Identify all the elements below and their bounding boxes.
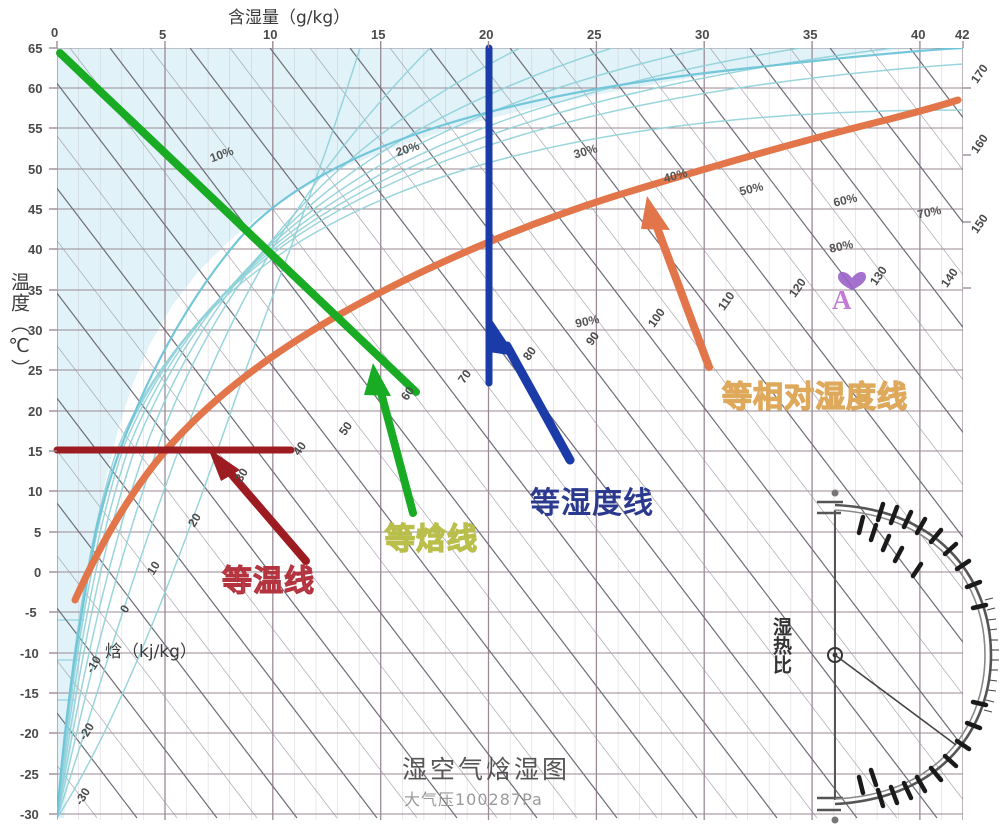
grid-vertical-minor xyxy=(78,48,943,820)
x-tick-5: 5 xyxy=(159,27,167,42)
y-tick-m10: -10 xyxy=(20,646,39,661)
y-tick-0: 0 xyxy=(34,565,42,580)
iso-enthalpy-arrow xyxy=(364,363,417,517)
y-tick-m15: -15 xyxy=(20,686,39,701)
x-tick-25: 25 xyxy=(587,27,602,42)
y-tick-25: 25 xyxy=(28,363,43,378)
y-tick-15: 15 xyxy=(28,444,43,459)
y-tick-5: 5 xyxy=(34,525,42,540)
x-tick-15: 15 xyxy=(371,27,386,42)
x-tick-20: 20 xyxy=(479,27,494,42)
y-tick-10: 10 xyxy=(28,484,43,499)
x-tick-30: 30 xyxy=(695,27,710,42)
y-tick-m25: -25 xyxy=(20,767,39,782)
enthalpy-axis-title: 焓（kj/kg） xyxy=(105,642,197,662)
y-tick-m20: -20 xyxy=(20,726,39,741)
x-tick-42: 42 xyxy=(955,27,970,42)
point-a-label: A xyxy=(832,285,852,315)
y-tick-60: 60 xyxy=(28,81,43,96)
protractor-label: 湿热比 xyxy=(769,617,792,674)
y-tick-65: 65 xyxy=(28,41,43,56)
x-tick-0: 0 xyxy=(51,25,59,40)
iso-rh-arrow xyxy=(641,196,713,371)
y-axis-title: 温度（℃） xyxy=(8,272,30,380)
annotation-isohumid: 等湿度线 xyxy=(530,486,654,521)
iso-humidity-arrow xyxy=(489,320,575,465)
grid-diagonal-enthalpy-minor xyxy=(57,48,963,819)
iso-rh-highlight-curve xyxy=(71,96,962,604)
annotation-isenthalp: 等焓线 xyxy=(384,521,478,557)
moisture-heat-ratio-protractor xyxy=(817,489,999,824)
y-tick-30: 30 xyxy=(28,323,43,338)
isotherm-arrow xyxy=(208,448,310,565)
y-tick-40: 40 xyxy=(28,242,43,257)
y-tick-55: 55 xyxy=(28,121,43,136)
x-tick-35: 35 xyxy=(803,27,818,42)
chart-title: 湿空气焓湿图 xyxy=(402,755,571,784)
y-tick-50: 50 xyxy=(28,162,43,177)
y-axis-ticks xyxy=(49,47,57,815)
annotation-isorh: 等相对湿度线 xyxy=(721,379,908,415)
x-tick-10: 10 xyxy=(263,27,278,42)
iso-enthalpy-highlight-line xyxy=(56,49,420,396)
chart-subtitle: 大气压100287Pa xyxy=(404,790,543,809)
x-tick-40: 40 xyxy=(911,27,926,42)
y-tick-20: 20 xyxy=(28,404,43,419)
y-tick-45: 45 xyxy=(28,202,43,217)
x-axis-ticks xyxy=(56,41,964,48)
right-axis-ticks xyxy=(963,87,971,289)
annotation-isotherm: 等温线 xyxy=(222,564,315,600)
y-tick-35: 35 xyxy=(28,283,43,298)
y-tick-m30: -30 xyxy=(20,807,39,822)
point-a-marker xyxy=(838,271,866,290)
y-tick-m5: -5 xyxy=(25,605,37,620)
x-axis-title: 含湿量（g/kg） xyxy=(228,8,351,28)
